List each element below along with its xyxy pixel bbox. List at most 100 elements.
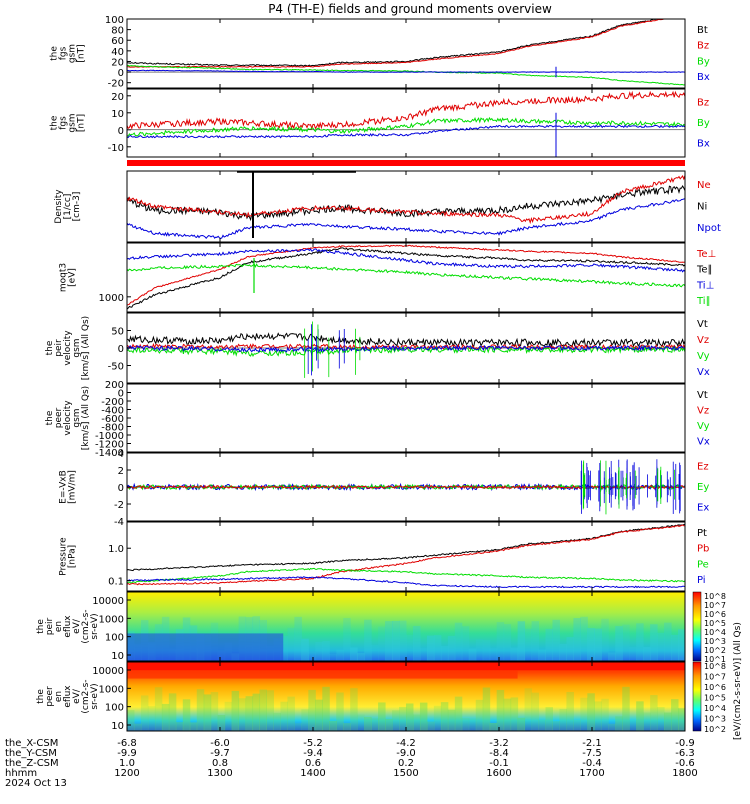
spectrogram-column [182, 699, 191, 731]
y-tick-label: 0 [118, 126, 124, 137]
spectrogram-column [308, 651, 316, 661]
y-tick-label: 0 [118, 68, 124, 79]
x-axis-row-label: hhmm [5, 768, 37, 779]
spectrogram-column [440, 702, 449, 731]
y-tick-label: -2 [114, 500, 124, 511]
y-axis-label: en [54, 621, 64, 632]
x-axis-value: 0.8 [212, 758, 228, 769]
spectrogram-column [489, 722, 498, 731]
spectrogram-column [489, 648, 498, 661]
spectrogram-column [447, 635, 456, 661]
y-axis-label: eflux [63, 615, 73, 638]
series-line-green [126, 116, 686, 137]
y-axis-label: [km/s] (All Qs) [81, 386, 91, 450]
colorbar-tick-label: 10^2 [704, 646, 726, 655]
spectrogram-column [524, 628, 533, 661]
spectrogram-column [189, 722, 198, 731]
x-axis-value: -6.0 [210, 738, 230, 749]
series-line-blue [126, 344, 686, 353]
y-axis-label: [km/s] (All Qs) [81, 316, 91, 380]
spectrogram-column [580, 616, 588, 661]
x-axis-value: -9.0 [396, 748, 416, 759]
y-tick-label: 1000 [99, 293, 124, 304]
legend-entry: Vz [697, 335, 709, 346]
y-axis-label: gsm [68, 44, 78, 63]
spectrogram-column [426, 635, 435, 661]
y-tick-label: 80 [111, 26, 124, 37]
legend-entry: Ex [697, 503, 709, 514]
data-availability-bar [127, 160, 685, 166]
series-line-red [126, 484, 686, 490]
y-axis-label: the [45, 410, 55, 425]
spectrogram-column [678, 708, 686, 731]
colorbar-tick-label: 10^8 [704, 592, 726, 601]
spectrogram-column [664, 712, 672, 731]
y-axis-label: the [50, 115, 60, 130]
y-axis-label: fgs [59, 46, 69, 60]
y-tick-label: 0 [118, 483, 124, 494]
x-axis-value: -5.2 [303, 738, 323, 749]
x-axis-value: -0.9 [675, 738, 695, 749]
spectrogram-column [252, 693, 261, 731]
legend-entry: Vt [697, 390, 708, 401]
colorbar-tick-label: 10^8 [704, 662, 726, 671]
panel-p7: 4 2 0 -2 -4 E=-VxB [mV/m] Ez Ey Ex [59, 449, 710, 528]
legend-entry: Bx [697, 139, 710, 150]
panel-p2: 20 10 0 -10 the fgs gsm [nT] Bz By Bx [50, 88, 710, 158]
series-line-blue [126, 198, 686, 239]
plot-title: P4 (TH-E) fields and ground moments over… [268, 2, 552, 16]
spectrogram-high-flux-band [127, 662, 685, 671]
spectrogram-column [322, 686, 330, 731]
spectrogram-column [294, 723, 302, 731]
spectrogram-column [217, 715, 226, 731]
y-tick-label: 10000 [92, 596, 124, 607]
series-line-green [126, 263, 686, 288]
x-axis-value: -6.8 [117, 738, 137, 749]
x-axis-value: 1800 [672, 768, 697, 779]
spectrogram-column [524, 688, 533, 731]
spectrogram-column [503, 624, 512, 661]
x-axis-value: -0.1 [489, 758, 509, 769]
spectrogram-column [580, 697, 588, 731]
x-axis-value: 1200 [114, 768, 139, 779]
y-tick-label: -4 [114, 517, 124, 528]
y-tick-label: 0.1 [108, 577, 124, 588]
y-axis-label: Pressure [59, 537, 69, 576]
spectrogram-column [510, 697, 519, 731]
colorbar: 10^810^710^610^510^410^310^210^1 [692, 591, 726, 664]
colorbar-label: [eV/(cm2-s-sr-eV)] (All Qs) [733, 622, 743, 740]
spectrogram-column [433, 705, 442, 731]
spectrogram-column [601, 698, 609, 731]
y-tick-label: 4 [118, 449, 124, 460]
spectrogram-column [650, 695, 658, 731]
x-axis-value: -2.1 [582, 738, 602, 749]
panel-frame [126, 18, 686, 89]
spectrogram-column [447, 709, 456, 731]
spectrogram-column [133, 723, 142, 731]
spectrogram-column [608, 652, 616, 661]
y-tick-label: 50 [111, 327, 124, 338]
spectrogram-column [559, 643, 567, 661]
y-axis-label: en [54, 691, 64, 702]
x-axis-row-label: the_X-CSM [5, 738, 58, 749]
legend-entry: Te⊥ [696, 249, 716, 260]
spectrogram-column [566, 691, 574, 731]
legend-entry: Pi [697, 575, 706, 586]
series-line-green [126, 567, 686, 584]
y-axis-label: eV/ [72, 618, 82, 634]
series-line-blue [126, 124, 686, 139]
y-tick-label: 0 [118, 389, 124, 400]
spectrogram-column [510, 647, 519, 661]
x-axis-value: 0.6 [305, 758, 321, 769]
spectrogram-column [336, 692, 344, 731]
spectrogram-column [657, 632, 665, 661]
spectrogram-column [559, 708, 567, 731]
spectrogram-column [615, 626, 623, 661]
y-tick-label: -20 [108, 79, 124, 90]
series-line-black [126, 247, 686, 310]
spectrogram-column [371, 718, 379, 731]
colorbar-tick-label: 10^4 [704, 628, 726, 637]
spectrogram-column [482, 687, 491, 731]
spectrogram-column [203, 694, 212, 731]
y-axis-label: the [50, 46, 60, 61]
